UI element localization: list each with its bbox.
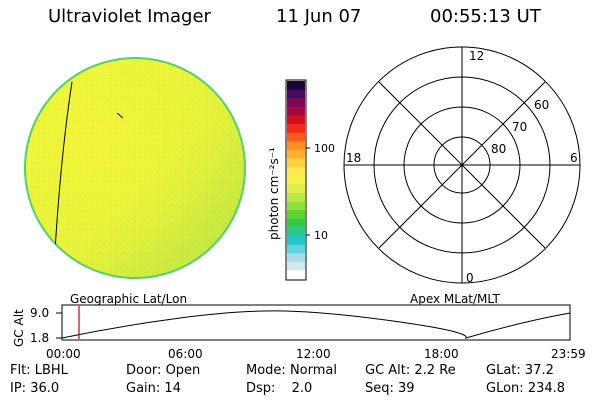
polar-label-80: 80	[491, 142, 506, 156]
colorbar-label-10: 10	[314, 229, 328, 242]
info-gain: Gain: 14	[126, 381, 181, 396]
polar-label-12: 12	[469, 49, 484, 63]
info-dsp-value: 2.0	[291, 381, 313, 396]
info-ip: IP: 36.0	[10, 381, 60, 396]
orbit-altitude-curve	[61, 310, 571, 339]
disk-mark	[116, 112, 124, 119]
disk-limb	[24, 57, 246, 279]
image-time: 00:55:13 UT	[430, 6, 541, 27]
alt-xtick-4: 23:59	[551, 347, 586, 361]
alt-xtick-2: 12:00	[296, 347, 331, 361]
colorbar-segment	[287, 81, 305, 91]
info-door-value: Open	[165, 363, 201, 378]
info-seq: Seq: 39	[365, 381, 415, 396]
alt-xtick-3: 18:00	[424, 347, 459, 361]
polar-label-6: 6	[570, 151, 578, 165]
alt-ytick-bottom-label: 1.8	[30, 331, 49, 345]
polar-label-0: 0	[466, 271, 474, 285]
colorbar-segment	[287, 149, 305, 159]
terminator-line	[53, 81, 73, 269]
info-dsp: Dsp: 2.0	[246, 381, 313, 396]
disk-noise	[25, 58, 245, 278]
alt-plot-frame	[61, 304, 571, 341]
info-glat: GLat: 37.2	[486, 363, 554, 378]
uv-earth-image	[24, 57, 246, 279]
colorbar-segment	[287, 235, 305, 246]
colorbar-segment	[287, 124, 305, 134]
colorbar-segment	[287, 227, 305, 237]
info-seq-value: 39	[398, 381, 415, 396]
colorbar-label-100: 100	[314, 142, 335, 155]
colorbar-segment	[287, 141, 305, 151]
info-door: Door: Open	[126, 363, 201, 378]
colorbar-segment	[287, 115, 305, 125]
alt-plot-left-title: Geographic Lat/Lon	[70, 292, 187, 306]
colorbar-segment	[287, 132, 305, 142]
polar-grid: 12 18 6 0 60 70 80	[343, 46, 581, 285]
colorbar-segment	[287, 89, 305, 99]
colorbar-segment	[287, 167, 305, 177]
alt-ytick-top-label: 9.0	[30, 306, 49, 320]
info-glat-value: 37.2	[524, 363, 554, 378]
info-flt-value: LBHL	[34, 363, 68, 378]
altitude-plot: Geographic Lat/Lon Apex MLat/MLT 9.0 1.8…	[12, 292, 586, 361]
colorbar-frame	[285, 79, 307, 281]
alt-plot-right-title: Apex MLat/MLT	[410, 292, 500, 306]
colorbar-segment	[287, 210, 305, 220]
colorbar-segment	[287, 261, 305, 271]
info-glon: GLon: 234.8	[486, 381, 566, 396]
colorbar-segment	[287, 218, 305, 228]
instrument-title: Ultraviolet Imager	[48, 6, 211, 27]
colorbar-segment	[287, 106, 305, 116]
info-glon-value: 234.8	[527, 381, 566, 396]
info-gcalt: GC Alt: 2.2 Re	[365, 363, 456, 378]
info-gcalt-value: 2.2 Re	[414, 363, 456, 378]
colorbar-segment	[287, 184, 305, 194]
colorbar-segment	[287, 201, 305, 211]
info-mode-value: Normal	[289, 363, 337, 378]
alt-ylabel: GC Alt	[12, 309, 26, 347]
colorbar-segment	[287, 175, 305, 185]
colorbar-segment	[287, 98, 305, 108]
colorbar-unit: photon cm⁻²s⁻¹	[267, 147, 281, 240]
colorbar-segment	[287, 253, 305, 263]
info-mode: Mode: Normal	[246, 363, 337, 378]
info-gain-value: 14	[164, 381, 181, 396]
colorbar-segment	[287, 192, 305, 203]
polar-diagonal-2	[378, 81, 546, 249]
info-ip-value: 36.0	[30, 381, 60, 396]
image-date: 11 Jun 07	[276, 6, 362, 27]
info-flt: Flt: LBHL	[10, 363, 68, 378]
polar-label-70: 70	[512, 120, 527, 134]
colorbar: 100 10 photon cm⁻²s⁻¹	[267, 79, 335, 281]
polar-label-60: 60	[534, 98, 549, 112]
colorbar-segment	[287, 244, 305, 254]
alt-xtick-0: 00:00	[46, 347, 81, 361]
colorbar-segment	[287, 158, 305, 168]
polar-label-18: 18	[346, 151, 361, 165]
alt-xtick-1: 06:00	[168, 347, 203, 361]
colorbar-segment	[287, 270, 305, 280]
